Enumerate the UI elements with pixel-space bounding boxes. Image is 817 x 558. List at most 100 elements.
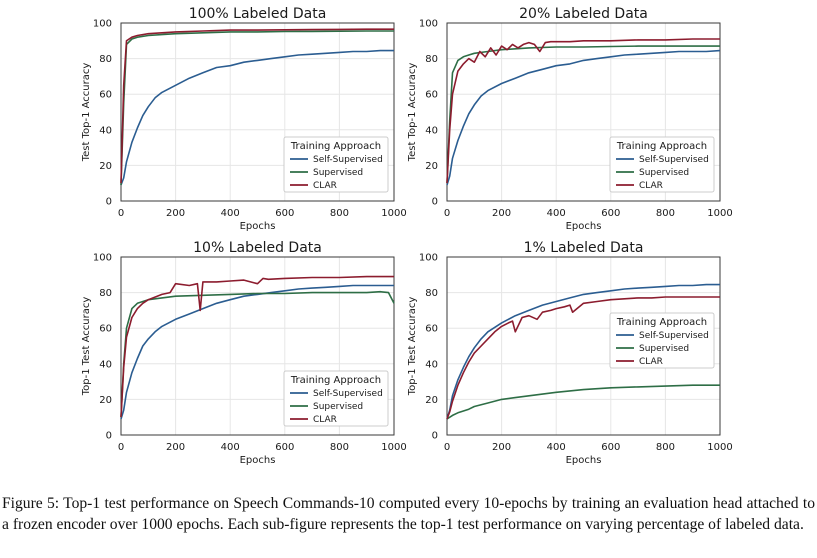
- series-line-supervised: [120, 30, 394, 186]
- legend-title: Training Approach: [616, 141, 707, 152]
- series-line-self-supervised: [446, 283, 720, 420]
- x-tick-label: 1000: [381, 208, 406, 219]
- x-tick-label: 600: [275, 442, 294, 453]
- y-tick-label: 80: [99, 54, 112, 65]
- y-tick-label: 40: [99, 125, 112, 136]
- x-axis-label: Epochs: [566, 221, 602, 232]
- series-line-supervised: [120, 290, 395, 418]
- legend: Training Approach Self-Supervised Supervis…: [609, 312, 715, 369]
- legend-box: [283, 136, 389, 193]
- figure-caption: Figure 5: Top-1 test performance on Spee…: [2, 495, 815, 533]
- x-axis-label: Epochs: [240, 221, 276, 232]
- plot-frame: [120, 256, 395, 436]
- series-line-clar: [120, 28, 394, 184]
- x-tick-label: 800: [330, 208, 349, 219]
- legend-label: Supervised: [639, 168, 689, 178]
- subplot-1: 0 200 400 600 800 1000 0 20 40 60 80 100 Epochs Test …: [81, 6, 407, 232]
- y-tick-label: 60: [425, 324, 438, 335]
- legend-label: Self-Supervised: [313, 155, 383, 165]
- y-tick-label: 20: [99, 395, 112, 406]
- y-tick-label: 60: [99, 324, 112, 335]
- legend-label: Self-Supervised: [639, 331, 709, 341]
- x-tick-label: 0: [444, 442, 450, 453]
- series-line-clar: [120, 275, 394, 418]
- x-tick-label: 1000: [707, 442, 732, 453]
- x-tick-label: 800: [656, 208, 675, 219]
- x-tick-label: 1000: [707, 208, 732, 219]
- legend-label: Supervised: [313, 402, 363, 412]
- x-tick-label: 400: [221, 442, 240, 453]
- x-tick-label: 1000: [381, 442, 406, 453]
- legend-title: Training Approach: [616, 317, 707, 328]
- y-tick-label: 0: [106, 197, 112, 208]
- legend-box: [609, 136, 715, 193]
- y-tick-label: 20: [99, 161, 112, 172]
- x-tick-label: 800: [656, 442, 675, 453]
- y-tick-label: 60: [99, 90, 112, 101]
- legend: Training Approach Self-Supervised Supervis…: [283, 136, 389, 193]
- y-tick-label: 0: [432, 431, 438, 442]
- series-line-clar: [446, 296, 720, 420]
- legend-label: CLAR: [639, 181, 663, 191]
- subplot-title: 10% Labeled Data: [193, 240, 322, 256]
- y-tick-label: 40: [425, 125, 438, 136]
- legend-label: Self-Supervised: [313, 389, 383, 399]
- x-tick-label: 400: [547, 442, 566, 453]
- legend-box: [283, 370, 389, 427]
- x-axis-label: Epochs: [566, 455, 602, 466]
- subplot-4: 0 200 400 600 800 1000 0 20 40 60 80 100 Epochs Top-1…: [407, 240, 733, 466]
- y-tick-label: 20: [425, 395, 438, 406]
- y-axis-label: Top-1 Test Accuracy: [407, 297, 418, 397]
- legend-box: [609, 312, 715, 369]
- subplot-3: 0 200 400 600 800 1000 0 20 40 60 80 100 Epochs Top-1…: [81, 240, 407, 466]
- plot-frame: [446, 22, 721, 202]
- x-tick-label: 400: [547, 208, 566, 219]
- y-tick-label: 0: [106, 431, 112, 442]
- x-tick-label: 0: [118, 208, 124, 219]
- series-line-supervised: [446, 45, 720, 184]
- legend-label: Self-Supervised: [639, 155, 709, 165]
- subplot-title: 20% Labeled Data: [519, 6, 648, 22]
- y-tick-label: 80: [99, 288, 112, 299]
- x-tick-label: 0: [118, 442, 124, 453]
- series-line-self-supervised: [120, 49, 394, 186]
- legend-title: Training Approach: [290, 375, 381, 386]
- x-tick-label: 800: [330, 442, 349, 453]
- figure-grid: 0 200 400 600 800 1000020406080100EpochsTest …: [81, 6, 733, 466]
- y-tick-label: 80: [425, 54, 438, 65]
- y-tick-label: 0: [432, 197, 438, 208]
- y-tick-label: 100: [93, 19, 112, 30]
- x-tick-label: 200: [492, 442, 511, 453]
- legend-label: CLAR: [313, 181, 337, 191]
- y-tick-label: 80: [425, 288, 438, 299]
- y-axis-label: Test Top-1 Accuracy: [81, 63, 92, 163]
- subplot-title: 1% Labeled Data: [524, 240, 644, 256]
- series-line-self-supervised: [120, 284, 394, 420]
- x-tick-label: 600: [601, 208, 620, 219]
- x-tick-label: 600: [601, 442, 620, 453]
- series-line-supervised: [446, 384, 720, 420]
- y-tick-label: 100: [93, 253, 112, 264]
- x-axis-label: Epochs: [240, 455, 276, 466]
- legend-title: Training Approach: [290, 141, 381, 152]
- y-axis-label: Test Top-1 Accuracy: [407, 63, 418, 163]
- subplot-2: 0 200 400 600 800 1000 0 20 40 60 80 100 Epochs Test …: [407, 6, 733, 232]
- y-tick-label: 40: [99, 359, 112, 370]
- subplot-title: 100% Labeled Data: [189, 6, 327, 22]
- legend: Training Approach Self-Supervised Supervis…: [609, 136, 715, 193]
- y-tick-label: 100: [419, 253, 438, 264]
- y-tick-label: 40: [425, 359, 438, 370]
- series-line-clar: [446, 38, 720, 184]
- legend-label: CLAR: [313, 415, 337, 425]
- x-tick-label: 0: [444, 208, 450, 219]
- y-tick-label: 100: [419, 19, 438, 30]
- legend-label: CLAR: [639, 357, 663, 367]
- x-tick-label: 200: [492, 208, 511, 219]
- x-tick-label: 200: [166, 442, 185, 453]
- legend: Training Approach Self-Supervised Supervis…: [283, 370, 389, 427]
- y-tick-label: 20: [425, 161, 438, 172]
- x-tick-label: 600: [275, 208, 294, 219]
- legend-label: Supervised: [313, 168, 363, 178]
- y-tick-label: 60: [425, 90, 438, 101]
- x-tick-label: 400: [221, 208, 240, 219]
